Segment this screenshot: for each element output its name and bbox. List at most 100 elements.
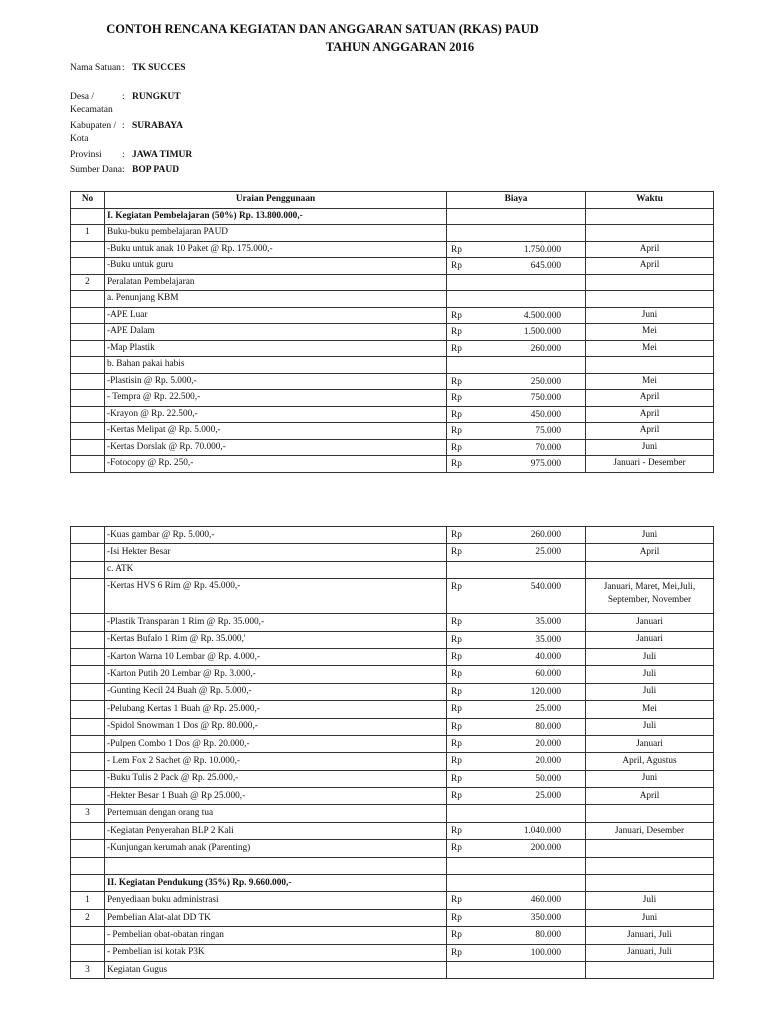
table-row: I. Kegiatan Pembelajaran (50%) Rp. 13.80… <box>70 207 714 225</box>
row-cost: Rp 80.000 <box>446 717 586 736</box>
row-description: -Buku untuk guru <box>104 257 447 275</box>
cost-amount: 35.000 <box>535 634 561 645</box>
row-time: April <box>585 405 714 423</box>
table-row: c. ATK <box>70 560 714 580</box>
table-row: 3 Pertemuan dengan orang tua <box>70 804 714 823</box>
header-no: No <box>70 191 105 209</box>
currency-label: Rp <box>451 704 462 715</box>
row-no <box>70 734 105 754</box>
row-no <box>70 700 105 719</box>
row-no <box>70 257 105 275</box>
budget-table-1: No Uraian Penggunaan Biaya Waktu I. Kegi… <box>70 191 714 473</box>
row-description: -Isi Hekter Besar <box>104 543 447 562</box>
currency-label: Rp <box>451 634 462 645</box>
currency-label: Rp <box>451 791 462 802</box>
row-cost: Rp 1.040.000 <box>446 821 586 841</box>
currency-label: Rp <box>451 426 462 436</box>
cost-amount: 60.000 <box>535 669 561 680</box>
currency-label: Rp <box>451 310 462 321</box>
row-description: Kegiatan Gugus <box>104 960 447 980</box>
cost-amount: 70.000 <box>535 442 561 453</box>
currency-label: Rp <box>451 686 462 697</box>
row-cost <box>446 273 586 291</box>
cost-amount: 25.000 <box>535 547 561 558</box>
row-description: -Kertas Bufalo 1 Rim @ Rp. 35.000,' <box>104 630 447 649</box>
row-description: -Plastisin @ Rp. 5.000,- <box>104 372 447 390</box>
info-colon: : <box>122 63 125 73</box>
row-no <box>70 389 105 407</box>
info-label: Desa / Kecamatan <box>70 92 113 115</box>
currency-label: Rp <box>451 947 462 958</box>
table-row: II. Kegiatan Pendukung (35%) Rp. 9.660.0… <box>70 874 714 893</box>
cost-amount: 645.000 <box>530 261 561 271</box>
row-time: Juni <box>585 438 714 456</box>
row-cost <box>446 290 586 308</box>
cost-amount: 260.000 <box>530 530 561 540</box>
row-cost: Rp 20.000 <box>446 752 586 771</box>
row-description: -Buku Tulis 2 Pack @ Rp. 25.000,- <box>104 769 447 789</box>
table-row: - Pembelian isi kotak P3K Rp 100.000 Januar… <box>70 943 714 962</box>
table-row: -Buku untuk guru Rp 645.000 April <box>70 257 714 275</box>
row-cost: Rp 120.000 <box>446 682 586 702</box>
currency-label: Rp <box>451 343 462 354</box>
row-cost: Rp 460.000 <box>446 891 586 910</box>
row-description: -Kuas gambar @ Rp. 5.000,- <box>104 525 447 545</box>
table-row: -Krayon @ Rp. 22.500,- Rp 450.000 April <box>70 405 714 423</box>
row-description: -Kertas HVS 6 Rim @ Rp. 45.000,- <box>104 578 447 615</box>
row-cost <box>446 224 586 242</box>
row-time <box>585 960 714 980</box>
row-no: 3 <box>70 804 105 823</box>
currency-label: Rp <box>451 895 462 906</box>
row-time: April <box>585 787 714 806</box>
row-description: -Hekter Besar 1 Buah @ Rp 25.000,- <box>104 787 447 806</box>
header-biaya: Biaya <box>446 191 586 209</box>
table-row: 2 Peralatan Pembelajaran <box>70 273 714 291</box>
row-description: -Karton Putih 20 Lembar @ Rp. 3.000,- <box>104 665 447 684</box>
currency-label: Rp <box>451 651 462 662</box>
row-no <box>70 717 105 736</box>
info-value: BOP PAUD <box>132 165 180 175</box>
row-time: April <box>585 422 714 440</box>
row-no <box>70 339 105 357</box>
row-description: -APE Luar <box>104 306 447 324</box>
row-description: - Lem Fox 2 Sachet @ Rp. 10.000,- <box>104 752 447 771</box>
cost-amount: 80.000 <box>535 930 561 941</box>
info-label: Kabupaten / Kota <box>70 121 117 144</box>
currency-label: Rp <box>451 376 462 387</box>
table-row: -Kuas gambar @ Rp. 5.000,- Rp 260.000 Juni <box>70 525 714 545</box>
row-cost: Rp 100.000 <box>446 943 586 962</box>
row-time <box>585 856 714 876</box>
table-row: -Kertas HVS 6 Rim @ Rp. 45.000,- Rp 540.00… <box>70 578 714 615</box>
row-cost: Rp 75.000 <box>446 422 586 440</box>
table-row: - Tempra @ Rp. 22.500,- Rp 750.000 April <box>70 389 714 407</box>
row-time: Januari, Juli <box>585 926 714 945</box>
row-no <box>70 943 105 962</box>
table-row: 2 Pembelian Alat-alat DD TK Rp 350.000 Juni <box>70 908 714 928</box>
row-time <box>585 560 714 580</box>
row-description: c. ATK <box>104 560 447 580</box>
cost-amount: 4.500.000 <box>523 310 561 321</box>
currency-label: Rp <box>451 773 462 784</box>
row-no <box>70 323 105 341</box>
row-description: -Buku untuk anak 10 Paket @ Rp. 175.000,… <box>104 240 447 258</box>
cost-amount: 1.040.000 <box>523 825 561 836</box>
info-colon: : <box>122 121 125 131</box>
row-description: -Kertas Melipat @ Rp. 5.000,- <box>104 422 447 440</box>
cost-amount: 35.000 <box>535 617 561 628</box>
row-time: Juli <box>585 647 714 667</box>
currency-label: Rp <box>451 756 462 767</box>
info-label: Provinsi <box>70 150 102 160</box>
table-row: 1 Penyediaan buku administrasi Rp 460.000 Ju… <box>70 891 714 910</box>
row-time: April <box>585 257 714 275</box>
row-cost: Rp 450.000 <box>446 405 586 423</box>
table-row: -Hekter Besar 1 Buah @ Rp 25.000,- Rp 25.0… <box>70 787 714 806</box>
table-row: -Karton Putih 20 Lembar @ Rp. 3.000,- Rp 6… <box>70 665 714 684</box>
row-description: -Kertas Dorslak @ Rp. 70.000,- <box>104 438 447 456</box>
row-no <box>70 613 105 632</box>
row-description: -APE Dalam <box>104 323 447 341</box>
currency-label: Rp <box>451 930 462 941</box>
row-description: Pembelian Alat-alat DD TK <box>104 908 447 928</box>
row-time: April <box>585 240 714 258</box>
row-description <box>104 856 447 876</box>
row-description: -Kegiatan Penyerahan BLP 2 Kali <box>104 821 447 841</box>
